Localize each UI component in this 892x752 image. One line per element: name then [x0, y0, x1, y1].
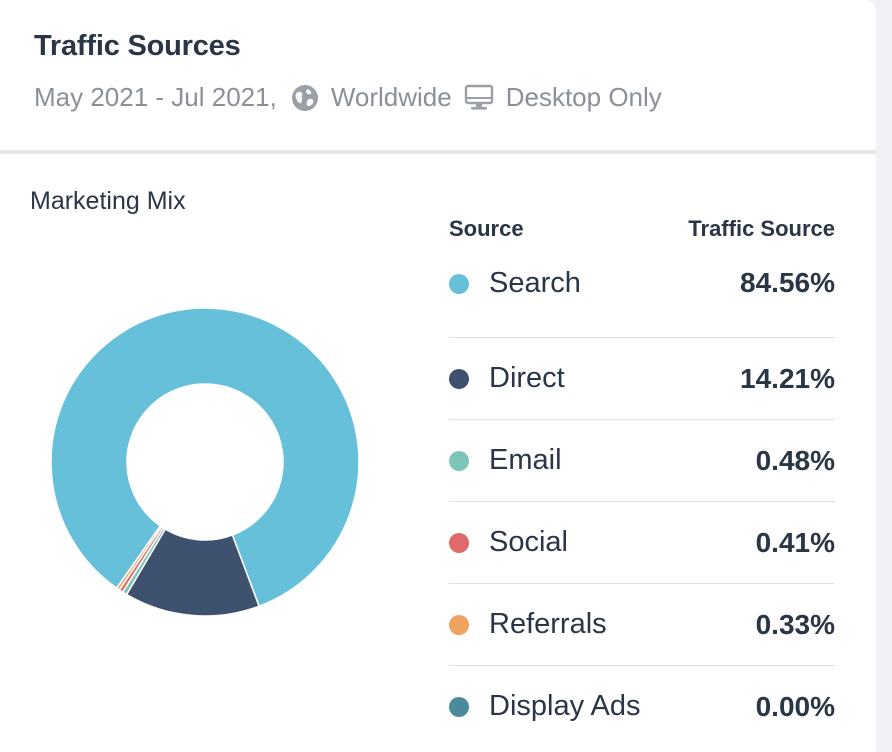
col-traffic-header: Traffic Source	[688, 216, 835, 241]
table-row[interactable]: Social 0.41%	[449, 502, 835, 584]
row-source: Referrals	[449, 608, 607, 641]
source-value: 84.56%	[740, 267, 835, 298]
source-value: 14.21%	[740, 362, 835, 394]
monitor-icon	[464, 84, 494, 112]
table-row[interactable]: Email 0.48%	[449, 420, 835, 502]
donut-chart	[50, 307, 360, 617]
table-row[interactable]: Display Ads 0.00%	[449, 666, 835, 747]
table-row[interactable]: Search 84.56%	[449, 267, 835, 338]
source-value: 0.48%	[755, 444, 835, 476]
row-source: Email	[449, 444, 562, 477]
source-value: 0.00%	[755, 690, 835, 722]
source-name: Email	[489, 444, 562, 476]
table-row[interactable]: Direct 14.21%	[449, 338, 835, 420]
row-source: Direct	[449, 362, 565, 395]
source-value: 0.41%	[755, 526, 835, 558]
source-name: Referrals	[489, 608, 607, 640]
date-range: May 2021 - Jul 2021,	[34, 82, 277, 112]
globe-icon	[291, 84, 319, 112]
source-name: Display Ads	[489, 690, 641, 722]
legend-dot	[449, 696, 469, 717]
legend-dot	[449, 368, 469, 389]
row-source: Display Ads	[449, 690, 641, 723]
legend-dot	[449, 614, 469, 635]
source-name: Direct	[489, 362, 565, 394]
card-title: Traffic Sources	[34, 30, 241, 62]
col-source-header: Source	[449, 216, 524, 241]
card-header: Traffic Sources May 2021 - Jul 2021, Wor…	[0, 0, 876, 154]
legend-dot	[449, 273, 469, 294]
region-label: Worldwide	[330, 82, 452, 112]
slice-referrals[interactable]	[115, 524, 163, 591]
legend-dot	[449, 450, 469, 471]
row-source: Social	[449, 526, 568, 559]
legend-dot	[449, 532, 469, 553]
marketing-mix-label: Marketing Mix	[30, 187, 186, 215]
card-subtitle: May 2021 - Jul 2021, Worldwide Deskt	[34, 82, 662, 113]
traffic-source-table: Source Traffic Source Search 84.56% Direct…	[449, 216, 835, 747]
table-row[interactable]: Referrals 0.33%	[449, 584, 835, 666]
source-name: Search	[489, 267, 581, 299]
device-label: Desktop Only	[505, 82, 662, 112]
row-source: Search	[449, 267, 581, 300]
table-header: Source Traffic Source	[449, 216, 835, 256]
slice-search[interactable]	[50, 307, 360, 608]
source-value: 0.33%	[755, 608, 835, 640]
source-name: Social	[489, 526, 568, 558]
